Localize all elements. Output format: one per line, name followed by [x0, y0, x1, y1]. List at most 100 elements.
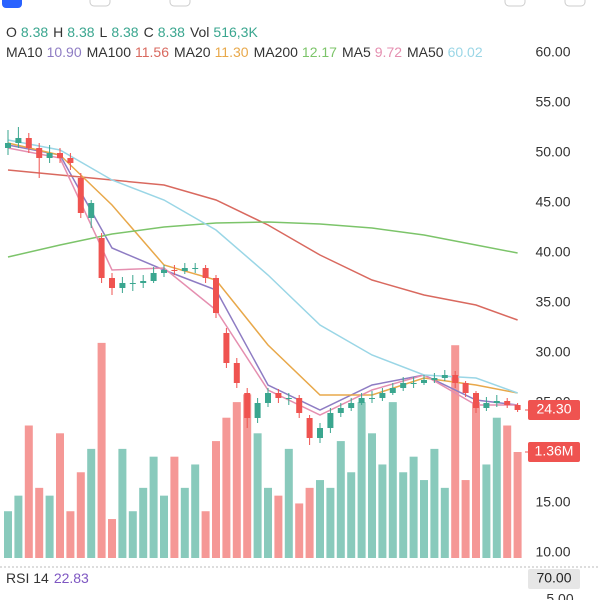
volume-tag: 1.36M: [535, 443, 574, 459]
candle-body: [431, 378, 438, 380]
candle-body: [36, 148, 43, 158]
toolbar-button[interactable]: [564, 0, 586, 7]
ohlc-value: 8.38: [158, 24, 185, 40]
toolbar-button[interactable]: [504, 0, 526, 7]
ohlc-key: O: [6, 24, 17, 40]
volume-bar: [295, 503, 304, 558]
candle-body: [452, 375, 459, 383]
rsi-header: RSI 14 22.83: [6, 570, 89, 586]
legend-value: 11.56: [135, 44, 169, 60]
ohlc-header: O 8.38 H 8.38 L 8.38 C 8.38 Vol 516,3K: [6, 24, 258, 40]
ma-line: [7, 139, 518, 394]
candle-body: [25, 138, 32, 148]
ohlc-value: 516,3K: [213, 24, 258, 40]
volume-bar: [264, 487, 272, 558]
candle-body: [462, 383, 469, 393]
volume-bar: [440, 487, 449, 558]
candle-body: [161, 270, 167, 273]
candle-body: [317, 428, 323, 438]
volume-bar: [56, 433, 64, 558]
rsi-tag: 70.00: [536, 570, 571, 586]
candle-body: [202, 268, 209, 278]
candle-body: [327, 413, 334, 428]
candle-body: [504, 401, 511, 405]
volume-bar: [191, 464, 200, 558]
legend-name: MA5: [342, 44, 371, 60]
legend-name: MA50: [407, 44, 444, 60]
toolbar-button[interactable]: [89, 0, 111, 7]
volume-bar: [66, 511, 75, 558]
volume-bar: [222, 417, 231, 558]
volume-bar: [326, 487, 335, 558]
toolbar-button[interactable]: [2, 0, 22, 8]
candle-body: [119, 283, 126, 288]
candle-body: [233, 363, 240, 383]
volume-bar: [503, 425, 512, 558]
volume-bar: [305, 487, 314, 558]
legend-name: MA100: [87, 44, 132, 60]
candle-body: [98, 238, 105, 278]
volume-bar: [399, 472, 408, 558]
ohlc-key: H: [53, 24, 63, 40]
volume-bar: [430, 448, 439, 558]
candle-body: [67, 158, 74, 163]
volume-tag-box: [528, 442, 580, 462]
volume-bar: [118, 448, 127, 558]
volume-bar: [357, 402, 366, 558]
volume-bar: [232, 402, 241, 558]
candle-body: [244, 393, 251, 418]
y-tick-label: 60.00: [535, 44, 570, 60]
y-tick-label: 55.00: [535, 94, 570, 110]
volume-bar: [513, 452, 522, 558]
volume-bar: [347, 472, 356, 558]
price-tag: 24.30: [536, 401, 571, 417]
candle-body: [493, 401, 500, 403]
candle-body: [348, 403, 355, 408]
legend-name: MA20: [174, 44, 211, 60]
volume-bar: [139, 487, 148, 558]
volume-bar: [128, 511, 137, 558]
candle-body: [514, 405, 521, 410]
candle-body: [109, 278, 115, 288]
volume-bar: [451, 345, 460, 558]
volume-bar: [212, 441, 220, 558]
candle-body: [46, 153, 53, 158]
candle-body: [410, 383, 417, 384]
legend-value: 9.72: [375, 44, 402, 60]
volume-bar: [201, 511, 210, 558]
volume-bar: [472, 402, 480, 558]
candle-body: [400, 383, 407, 388]
y-tick-label: 40.00: [535, 244, 570, 260]
candle-body: [441, 375, 448, 378]
ohlc-key: L: [100, 24, 108, 40]
candle-body: [275, 393, 282, 398]
ma-line: [7, 144, 518, 411]
volume-bar: [378, 464, 387, 558]
candle-body: [296, 398, 303, 413]
volume-bar: [284, 448, 293, 558]
ma-legend: MA10 10.90 MA100 11.56 MA20 11.30 MA200 12.17 MA…: [6, 44, 483, 60]
volume-bar: [4, 511, 12, 558]
candle-body: [369, 398, 375, 399]
candle-body: [213, 278, 219, 313]
candle-body: [77, 178, 84, 213]
volume-bar: [35, 487, 44, 558]
candle-body: [379, 393, 386, 398]
candle-body: [285, 398, 292, 399]
toolbar-button[interactable]: [169, 0, 191, 7]
rsi-tick-label: 5.00: [546, 591, 573, 600]
volume-bar: [97, 342, 106, 558]
volume-bar: [461, 480, 470, 558]
y-tick-label: 45.00: [535, 194, 570, 210]
volume-bar: [76, 472, 85, 558]
ma-line: [7, 142, 518, 396]
rsi-tag-box: [528, 569, 580, 589]
candle-body: [181, 268, 188, 271]
candle-body: [306, 418, 313, 438]
volume-bar: [108, 519, 116, 558]
legend-value: 60.02: [448, 44, 483, 60]
volume-bar: [24, 425, 33, 558]
volume-bar: [492, 417, 501, 558]
candle-body: [358, 398, 365, 403]
